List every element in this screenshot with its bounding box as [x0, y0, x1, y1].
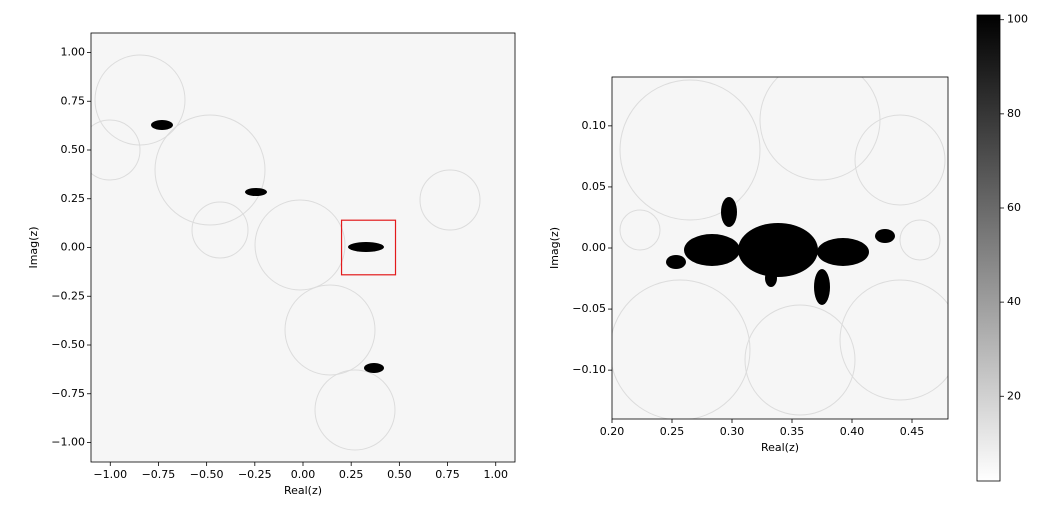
colorbar-tick-label: 20 — [1007, 389, 1021, 402]
y-tick-label: −0.25 — [51, 289, 85, 302]
x-tick-label: −0.50 — [190, 468, 224, 481]
colorbar-tick-label: 60 — [1007, 201, 1021, 214]
x-tick-label: −1.00 — [93, 468, 127, 481]
zoom-box — [340, 219, 397, 276]
x-tick-label: 0.35 — [780, 425, 805, 438]
y-tick-label: −0.10 — [572, 363, 606, 376]
y-tick-label: −1.00 — [51, 436, 85, 449]
x-tick-label: 0.40 — [840, 425, 865, 438]
y-tick-label: −0.50 — [51, 338, 85, 351]
colorbar-tick-label: 40 — [1007, 295, 1021, 308]
x-axis-label: Real(z) — [761, 441, 799, 454]
x-tick-label: 0.45 — [900, 425, 925, 438]
y-tick-label: 0.05 — [582, 180, 607, 193]
y-tick-label: 0.00 — [61, 241, 86, 254]
y-tick-label: 0.75 — [61, 94, 86, 107]
y-tick-label: 1.00 — [61, 46, 86, 59]
x-axis-label: Real(z) — [284, 484, 322, 497]
colorbar — [976, 14, 1001, 482]
x-tick-label: 0.20 — [600, 425, 625, 438]
x-tick-label: −0.25 — [238, 468, 272, 481]
y-tick-label: −0.75 — [51, 387, 85, 400]
x-tick-label: 1.00 — [483, 468, 508, 481]
fractal-image — [91, 33, 515, 462]
x-tick-label: 0.75 — [435, 468, 460, 481]
x-tick-label: 0.00 — [291, 468, 316, 481]
fractal-image — [612, 77, 948, 419]
x-tick-label: 0.25 — [339, 468, 364, 481]
x-tick-label: 0.30 — [720, 425, 745, 438]
y-axis-label: Imag(z) — [548, 227, 561, 269]
colorbar-tick-label: 100 — [1007, 13, 1028, 26]
x-tick-label: 0.25 — [660, 425, 685, 438]
y-axis-label: Imag(z) — [27, 226, 40, 268]
colorbar-tick-label: 80 — [1007, 107, 1021, 120]
y-tick-label: 0.10 — [582, 119, 607, 132]
x-tick-label: 0.50 — [387, 468, 412, 481]
y-tick-label: 0.00 — [582, 241, 607, 254]
x-tick-label: −0.75 — [142, 468, 176, 481]
y-tick-label: −0.05 — [572, 302, 606, 315]
y-tick-label: 0.25 — [61, 192, 86, 205]
y-tick-label: 0.50 — [61, 143, 86, 156]
